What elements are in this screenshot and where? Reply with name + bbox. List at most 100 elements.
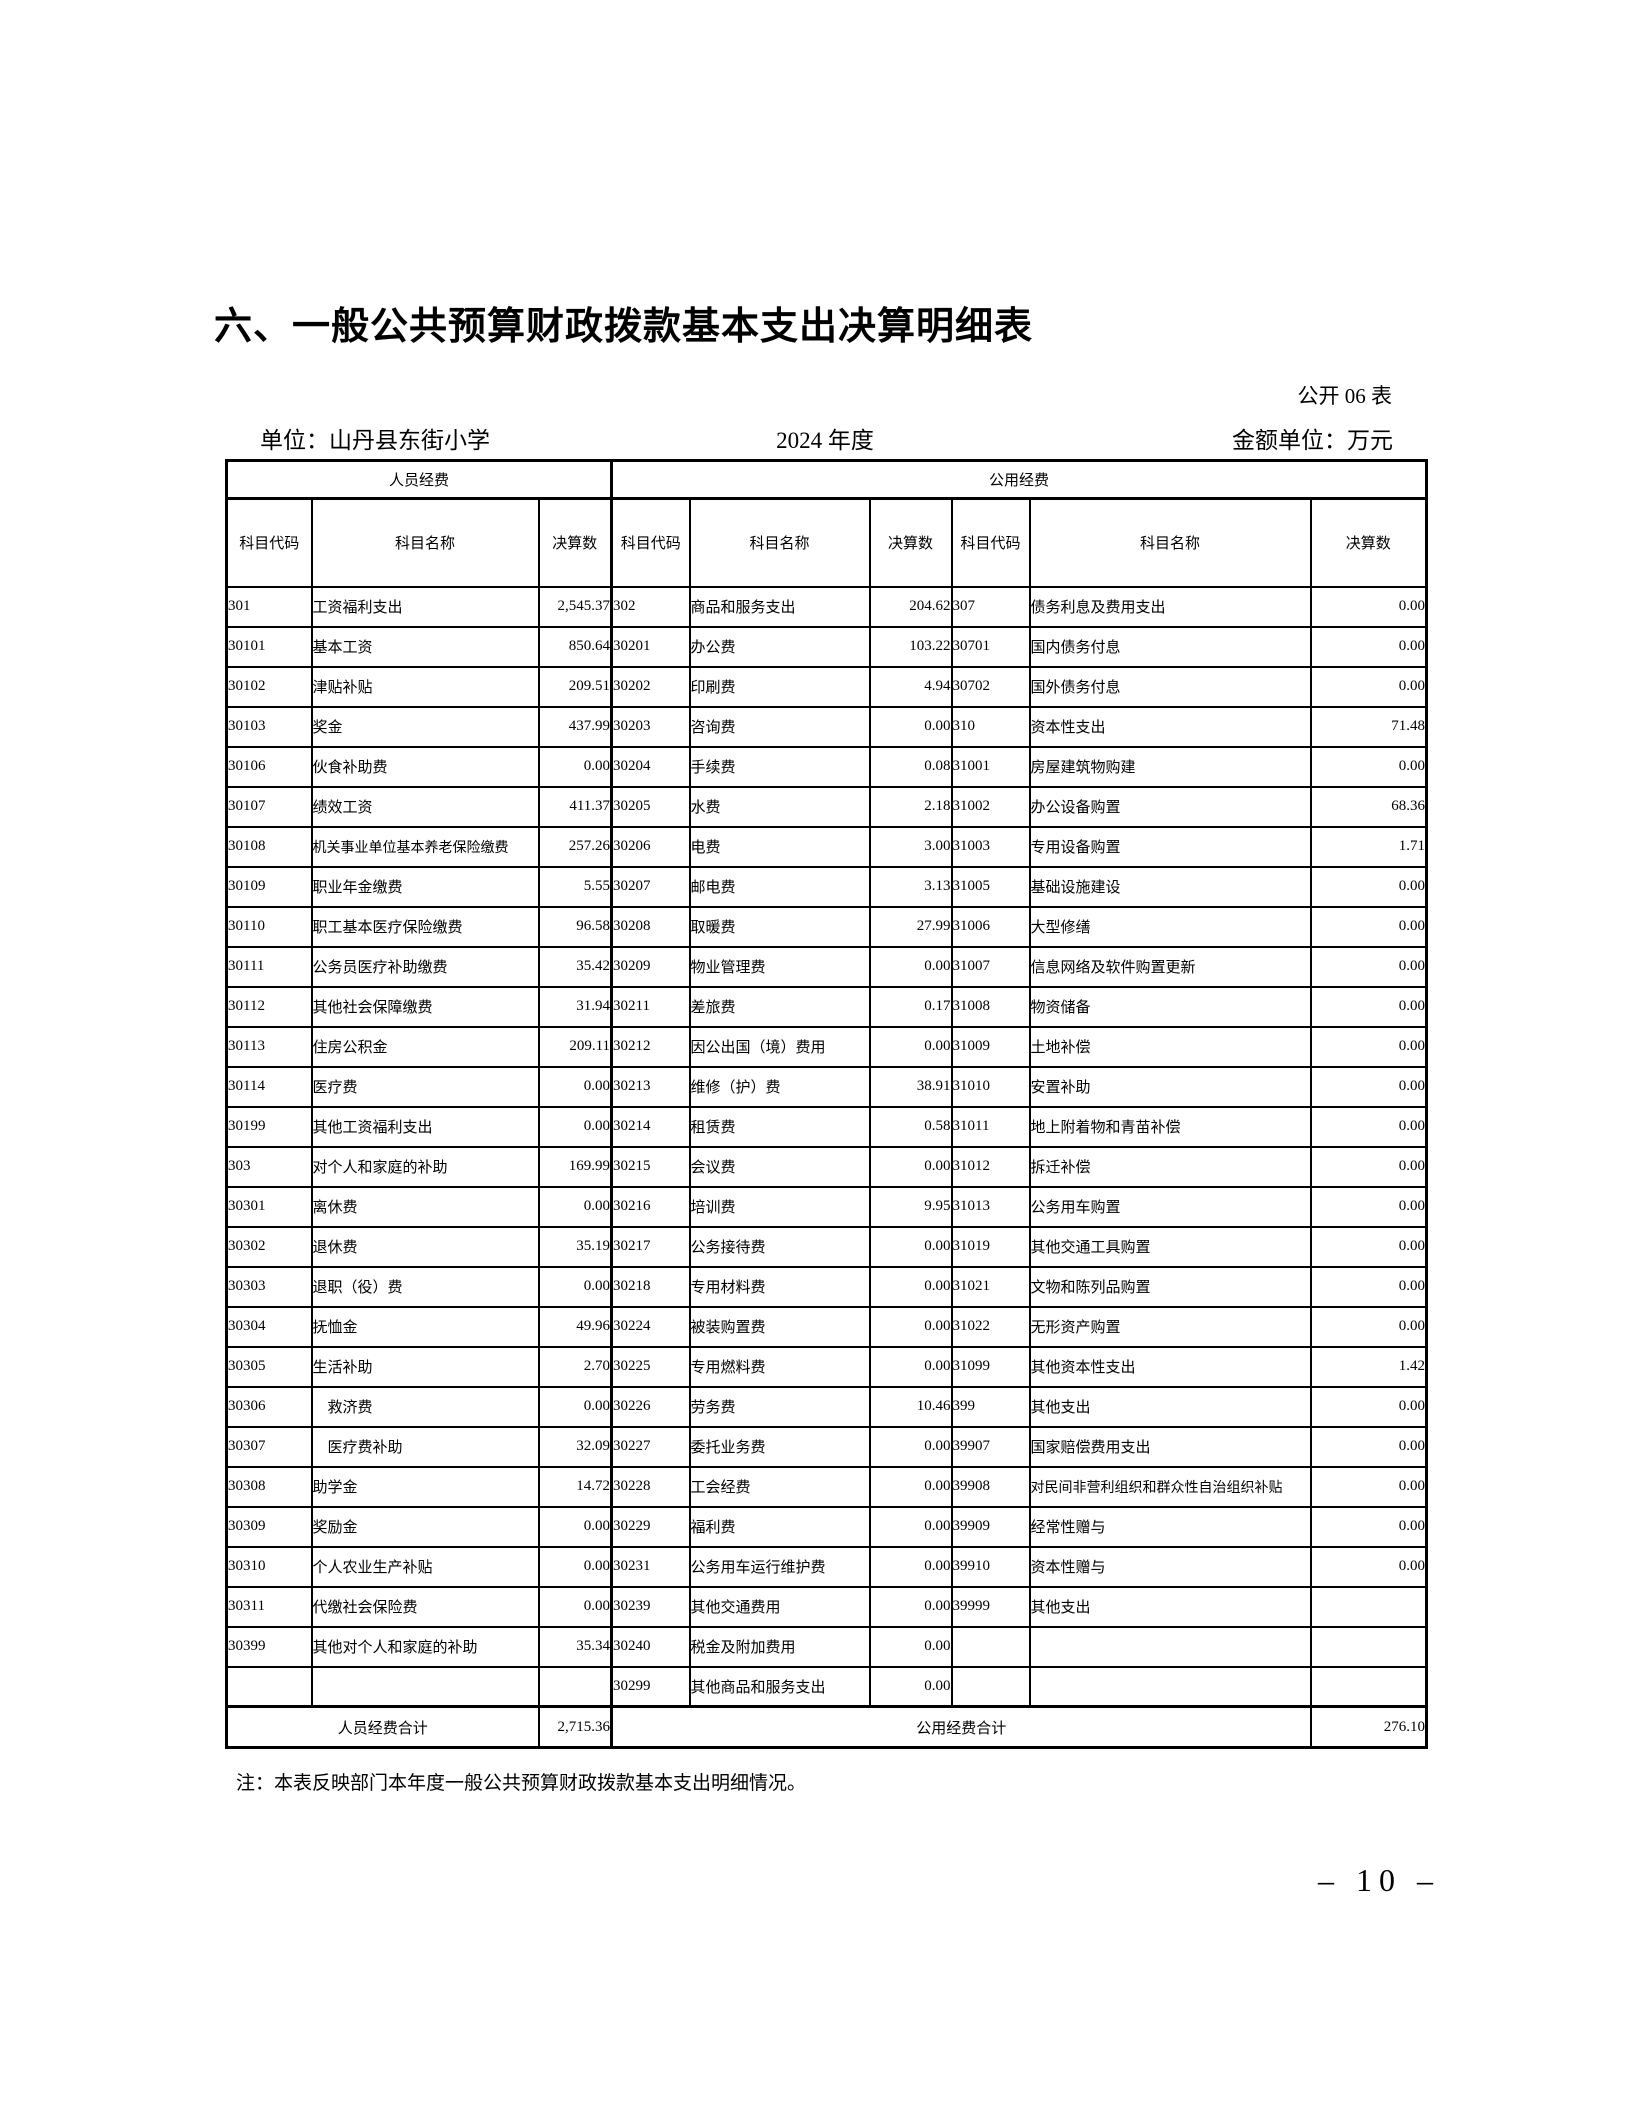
subject-name-cell: 公务用车购置: [1028, 1185, 1312, 1228]
column-header-code-1: 科目代码: [225, 497, 313, 588]
subject-name-cell: 抚恤金: [310, 1305, 540, 1348]
table-row: 301 工资福利支出 2,545.37 302 商品和服务支出 204.62 307 债务利息…: [225, 585, 1428, 628]
subject-code-cell: 31009: [950, 1025, 1031, 1068]
amount-cell: 68.36: [1309, 785, 1428, 828]
amount-cell: 0.00: [1309, 1385, 1428, 1428]
amount-cell: 209.51: [537, 665, 613, 708]
table-meta-row: 2024 年度 单位：山丹县东街小学 金额单位：万元: [225, 421, 1425, 453]
subject-code-cell: 30201: [610, 625, 691, 668]
subject-code-cell: 31003: [950, 825, 1031, 868]
totals-row: 人员经费合计 2,715.36 公用经费合计 276.10: [225, 1705, 1428, 1749]
subject-name-cell: 水费: [688, 785, 871, 828]
table-row: 30307 医疗费补助 32.09 30227 委托业务费 0.00 39907 国家赔偿费…: [225, 1425, 1428, 1468]
amount-cell: 0.17: [868, 985, 953, 1028]
subject-name-cell: 住房公积金: [310, 1025, 540, 1068]
amount-cell: 0.00: [868, 1265, 953, 1308]
table-row: 30101 基本工资 850.64 30201 办公费 103.22 30701 国内债务付息…: [225, 625, 1428, 668]
amount-cell: 9.95: [868, 1185, 953, 1228]
subject-name-cell: 公务用车运行维护费: [688, 1545, 871, 1588]
subject-name-cell: 因公出国（境）费用: [688, 1025, 871, 1068]
subject-name-cell: 电费: [688, 825, 871, 868]
subject-name-cell: 其他社会保障缴费: [310, 985, 540, 1028]
amount-cell: 0.58: [868, 1105, 953, 1148]
column-header-name-3: 科目名称: [1028, 497, 1312, 588]
amount-cell: 35.19: [537, 1225, 613, 1268]
column-header-code-2: 科目代码: [610, 497, 691, 588]
table-row: 30310 个人农业生产补贴 0.00 30231 公务用车运行维护费 0.00 39910…: [225, 1545, 1428, 1588]
subject-code-cell: 30207: [610, 865, 691, 908]
amount-cell: 0.00: [868, 705, 953, 748]
subject-code-cell: 39910: [950, 1545, 1031, 1588]
amount-cell: 38.91: [868, 1065, 953, 1108]
subject-code-cell: 30215: [610, 1145, 691, 1188]
amount-cell: [537, 1665, 613, 1708]
subject-code-cell: 303: [225, 1145, 313, 1188]
amount-cell: 411.37: [537, 785, 613, 828]
subject-code-cell: 30239: [610, 1585, 691, 1628]
amount-cell: 103.22: [868, 625, 953, 668]
table-row: 30103 奖金 437.99 30203 咨询费 0.00 310 资本性支出 71.48: [225, 705, 1428, 748]
subject-code-cell: 30103: [225, 705, 313, 748]
subject-code-cell: 399: [950, 1385, 1031, 1428]
subject-code-cell: [950, 1665, 1031, 1708]
subject-code-cell: 30311: [225, 1585, 313, 1628]
subject-name-cell: 福利费: [688, 1505, 871, 1548]
amount-cell: 14.72: [537, 1465, 613, 1508]
subject-name-cell: 土地补偿: [1028, 1025, 1312, 1068]
amount-cell: 2.70: [537, 1345, 613, 1388]
subject-code-cell: 30310: [225, 1545, 313, 1588]
budget-detail-table: 人员经费 公用经费 科目代码 科目名称 决算数 科目代码 科目名称 决算数 科目…: [225, 459, 1429, 1749]
amount-cell: 35.34: [537, 1625, 613, 1668]
subject-name-cell: 资本性支出: [1028, 705, 1312, 748]
column-header-amount-3: 决算数: [1309, 497, 1428, 588]
subject-name-cell: 专用燃料费: [688, 1345, 871, 1388]
subject-code-cell: 30113: [225, 1025, 313, 1068]
amount-cell: 0.00: [868, 1585, 953, 1628]
subject-name-cell: 其他支出: [1028, 1385, 1312, 1428]
public-total-label: 公用经费合计: [610, 1705, 1312, 1749]
subject-code-cell: 31021: [950, 1265, 1031, 1308]
subject-code-cell: 30225: [610, 1345, 691, 1388]
subject-code-cell: [225, 1665, 313, 1708]
page-number: – 10 –: [1318, 1862, 1440, 1898]
subject-code-cell: 30226: [610, 1385, 691, 1428]
subject-name-cell: 办公费: [688, 625, 871, 668]
amount-cell: 257.26: [537, 825, 613, 868]
subject-code-cell: 30303: [225, 1265, 313, 1308]
subject-code-cell: 30102: [225, 665, 313, 708]
subject-name-cell: 对个人和家庭的补助: [310, 1145, 540, 1188]
subject-name-cell: 咨询费: [688, 705, 871, 748]
amount-cell: [1309, 1625, 1428, 1668]
subject-name-cell: 对民间非营利组织和群众性自治组织补贴: [1028, 1465, 1312, 1508]
amount-cell: 0.00: [1309, 1545, 1428, 1588]
subject-name-cell: 培训费: [688, 1185, 871, 1228]
subject-code-cell: 30106: [225, 745, 313, 788]
amount-cell: 209.11: [537, 1025, 613, 1068]
subject-name-cell: 其他资本性支出: [1028, 1345, 1312, 1388]
subject-name-cell: 安置补助: [1028, 1065, 1312, 1108]
table-row: 30304 抚恤金 49.96 30224 被装购置费 0.00 31022 无形资产购置 0.…: [225, 1305, 1428, 1348]
subject-name-cell: 印刷费: [688, 665, 871, 708]
subject-name-cell: 公务员医疗补助缴费: [310, 945, 540, 988]
subject-name-cell: 基础设施建设: [1028, 865, 1312, 908]
table-row: 30199 其他工资福利支出 0.00 30214 租赁费 0.58 31011 地上附着物和…: [225, 1105, 1428, 1148]
subject-name-cell: 救济费: [310, 1385, 540, 1428]
subject-code-cell: 31019: [950, 1225, 1031, 1268]
amount-cell: 0.00: [1309, 1265, 1428, 1308]
amount-cell: 1.71: [1309, 825, 1428, 868]
amount-cell: 437.99: [537, 705, 613, 748]
amount-cell: [1309, 1585, 1428, 1628]
subject-code-cell: 30212: [610, 1025, 691, 1068]
table-row: 30299 其他商品和服务支出 0.00: [225, 1665, 1428, 1708]
subject-name-cell: 个人农业生产补贴: [310, 1545, 540, 1588]
subject-code-cell: 30107: [225, 785, 313, 828]
subject-name-cell: 差旅费: [688, 985, 871, 1028]
personnel-total-value: 2,715.36: [537, 1705, 613, 1749]
amount-cell: 0.00: [1309, 1465, 1428, 1508]
subject-code-cell: 31005: [950, 865, 1031, 908]
amount-cell: 0.00: [1309, 1505, 1428, 1548]
subject-code-cell: 30211: [610, 985, 691, 1028]
amount-unit-label: 金额单位：万元: [1232, 428, 1393, 453]
subject-code-cell: 30214: [610, 1105, 691, 1148]
table-row: 30306 救济费 0.00 30226 劳务费 10.46 399 其他支出 0.00: [225, 1385, 1428, 1428]
